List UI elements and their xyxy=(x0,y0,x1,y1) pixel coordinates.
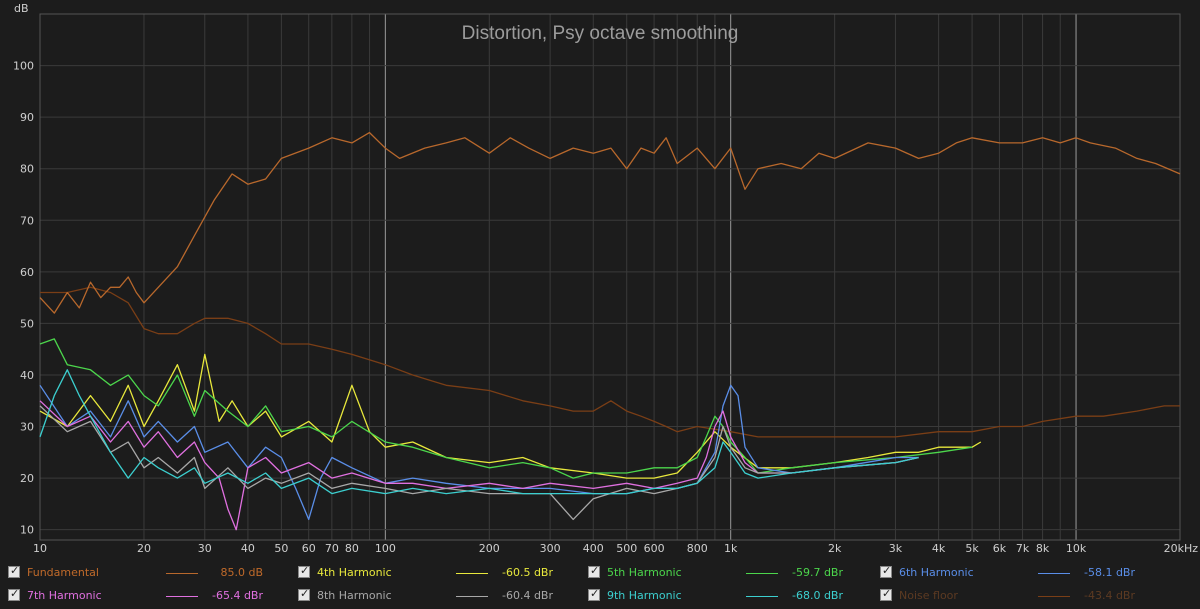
legend-label: Noise floor xyxy=(899,589,958,602)
trace-checkbox[interactable] xyxy=(298,587,310,601)
trace-legend: Fundamental 85.0 dB 4th Harmonic -60.5 dBr 5… xyxy=(0,560,1200,609)
legend-swatch xyxy=(1038,596,1070,597)
trace-checkbox[interactable] xyxy=(588,564,600,578)
legend-value: -59.7 dBr xyxy=(791,566,843,579)
plot-area xyxy=(40,14,1180,540)
series-line-6th-harmonic xyxy=(39,384,919,521)
series-line-fundamental xyxy=(39,131,1181,314)
x-tick-label: 20 xyxy=(137,542,151,555)
y-tick-label: 40 xyxy=(20,369,34,382)
x-tick-label: 80 xyxy=(345,542,359,555)
trace-checkbox[interactable] xyxy=(8,564,20,578)
series-line-5th-harmonic xyxy=(39,338,973,479)
y-tick-label: 20 xyxy=(20,472,34,485)
x-tick-label: 20kHz xyxy=(1164,542,1199,555)
x-tick-label: 70 xyxy=(325,542,339,555)
legend-item-6th-harmonic: 6th Harmonic -58.1 dBr xyxy=(880,561,1170,583)
y-axis-label: dB xyxy=(14,2,29,15)
y-tick-label: 30 xyxy=(20,421,34,434)
legend-swatch xyxy=(456,596,488,597)
y-tick-label: 80 xyxy=(20,163,34,176)
trace-checkbox[interactable] xyxy=(880,587,892,601)
x-tick-label: 800 xyxy=(687,542,708,555)
x-tick-label: 400 xyxy=(583,542,604,555)
x-tick-label: 7k xyxy=(1016,542,1030,555)
legend-item-noise-floor: Noise floor -43.4 dBr xyxy=(880,584,1170,606)
legend-value: -68.0 dBr xyxy=(791,589,843,602)
y-tick-label: 50 xyxy=(20,317,34,330)
x-tick-label: 3k xyxy=(889,542,903,555)
legend-swatch xyxy=(456,573,488,574)
legend-value: -43.4 dBr xyxy=(1083,589,1135,602)
legend-value: -65.4 dBr xyxy=(211,589,263,602)
x-tick-label: 300 xyxy=(540,542,561,555)
x-tick-label: 500 xyxy=(616,542,637,555)
x-tick-label: 1k xyxy=(724,542,738,555)
legend-label: 6th Harmonic xyxy=(899,566,974,579)
x-tick-label: 4k xyxy=(932,542,946,555)
legend-swatch xyxy=(166,573,198,574)
x-tick-label: 5k xyxy=(965,542,979,555)
x-tick-label: 10k xyxy=(1066,542,1087,555)
legend-item-8th-harmonic: 8th Harmonic -60.4 dBr xyxy=(298,584,588,606)
x-tick-label: 30 xyxy=(198,542,212,555)
y-tick-label: 90 xyxy=(20,111,34,124)
legend-value: -60.5 dBr xyxy=(501,566,553,579)
x-tick-label: 2k xyxy=(828,542,842,555)
y-tick-label: 10 xyxy=(20,524,34,537)
legend-item-9th-harmonic: 9th Harmonic -68.0 dBr xyxy=(588,584,878,606)
x-tick-label: 6k xyxy=(993,542,1007,555)
legend-swatch xyxy=(1038,573,1070,574)
legend-swatch xyxy=(746,596,778,597)
legend-swatch xyxy=(746,573,778,574)
trace-checkbox[interactable] xyxy=(588,587,600,601)
legend-label: 7th Harmonic xyxy=(27,589,102,602)
legend-item-7th-harmonic: 7th Harmonic -65.4 dBr xyxy=(8,584,298,606)
legend-item-5th-harmonic: 5th Harmonic -59.7 dBr xyxy=(588,561,878,583)
x-tick-label: 60 xyxy=(302,542,316,555)
legend-label: 5th Harmonic xyxy=(607,566,682,579)
x-tick-label: 200 xyxy=(479,542,500,555)
legend-item-fundamental: Fundamental 85.0 dB xyxy=(8,561,298,583)
legend-label: 4th Harmonic xyxy=(317,566,392,579)
legend-value: -58.1 dBr xyxy=(1083,566,1135,579)
y-tick-label: 60 xyxy=(20,266,34,279)
trace-checkbox[interactable] xyxy=(298,564,310,578)
legend-value: -60.4 dBr xyxy=(501,589,553,602)
chart-title: Distortion, Psy octave smoothing xyxy=(462,23,739,44)
legend-item-4th-harmonic: 4th Harmonic -60.5 dBr xyxy=(298,561,588,583)
y-tick-label: 100 xyxy=(13,60,34,73)
series-line-9th-harmonic xyxy=(39,369,919,495)
series-line-noise-floor xyxy=(40,286,1180,438)
distortion-chart[interactable]: 10 20 30 40 50 60 70 80 90 100 dB 10 20 30 40 50 60 70 80 1… xyxy=(0,0,1200,560)
x-tick-label: 8k xyxy=(1036,542,1050,555)
legend-label: Fundamental xyxy=(27,566,99,579)
y-tick-label: 70 xyxy=(20,214,34,227)
legend-label: 9th Harmonic xyxy=(607,589,682,602)
x-tick-label: 100 xyxy=(375,542,396,555)
legend-swatch xyxy=(166,596,198,597)
plot-border xyxy=(39,13,1181,541)
series-line-7th-harmonic xyxy=(39,400,919,531)
x-tick-label: 40 xyxy=(241,542,255,555)
x-tick-label: 600 xyxy=(644,542,665,555)
x-tick-label: 10 xyxy=(33,542,47,555)
legend-value: 85.0 dB xyxy=(220,566,263,579)
x-tick-label: 50 xyxy=(274,542,288,555)
trace-checkbox[interactable] xyxy=(8,587,20,601)
legend-label: 8th Harmonic xyxy=(317,589,392,602)
trace-checkbox[interactable] xyxy=(880,564,892,578)
